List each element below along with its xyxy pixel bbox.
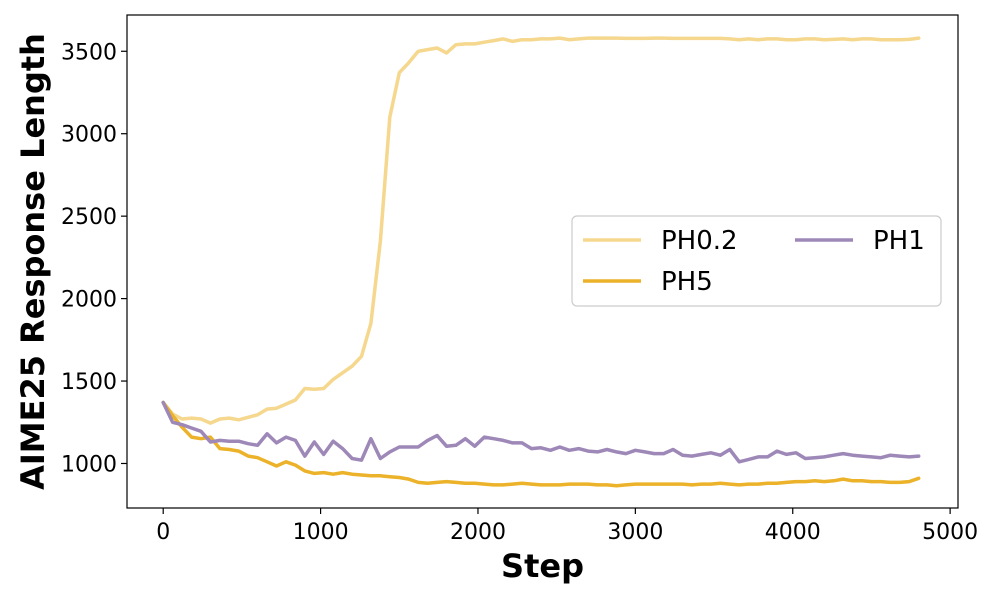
y-tick-label: 2500	[61, 205, 117, 230]
y-tick-label: 1000	[61, 452, 117, 477]
x-tick-label: 5000	[922, 520, 978, 545]
legend-label: PH0.2	[661, 226, 738, 256]
series-line-ph5	[161, 400, 921, 488]
y-tick-label: 1500	[61, 370, 117, 395]
y-tick-label: 2000	[61, 288, 117, 313]
x-tick-label: 4000	[765, 520, 821, 545]
plot-frame	[126, 14, 959, 509]
legend-label: PH1	[873, 226, 925, 256]
legend-label: PH5	[661, 267, 713, 297]
x-tick-label: 1000	[293, 520, 349, 545]
y-axis-ticks: 1000 1500 2000 2500 3000 3500	[61, 40, 127, 477]
series-line-ph1	[161, 400, 921, 464]
legend: PH0.2 PH5 PH1	[571, 215, 942, 307]
plot-lines	[161, 36, 921, 488]
series-line-ph0-2	[161, 36, 921, 425]
x-tick-label: 3000	[607, 520, 663, 545]
x-tick-label: 2000	[450, 520, 506, 545]
x-tick-label: 0	[156, 520, 170, 545]
x-axis-label: Step	[501, 547, 584, 585]
y-tick-label: 3000	[61, 123, 117, 148]
y-axis-label: AIME25 Response Length	[14, 33, 52, 490]
y-tick-label: 3500	[61, 40, 117, 65]
x-axis-ticks: 0 1000 2000 3000 4000 5000	[156, 508, 978, 545]
